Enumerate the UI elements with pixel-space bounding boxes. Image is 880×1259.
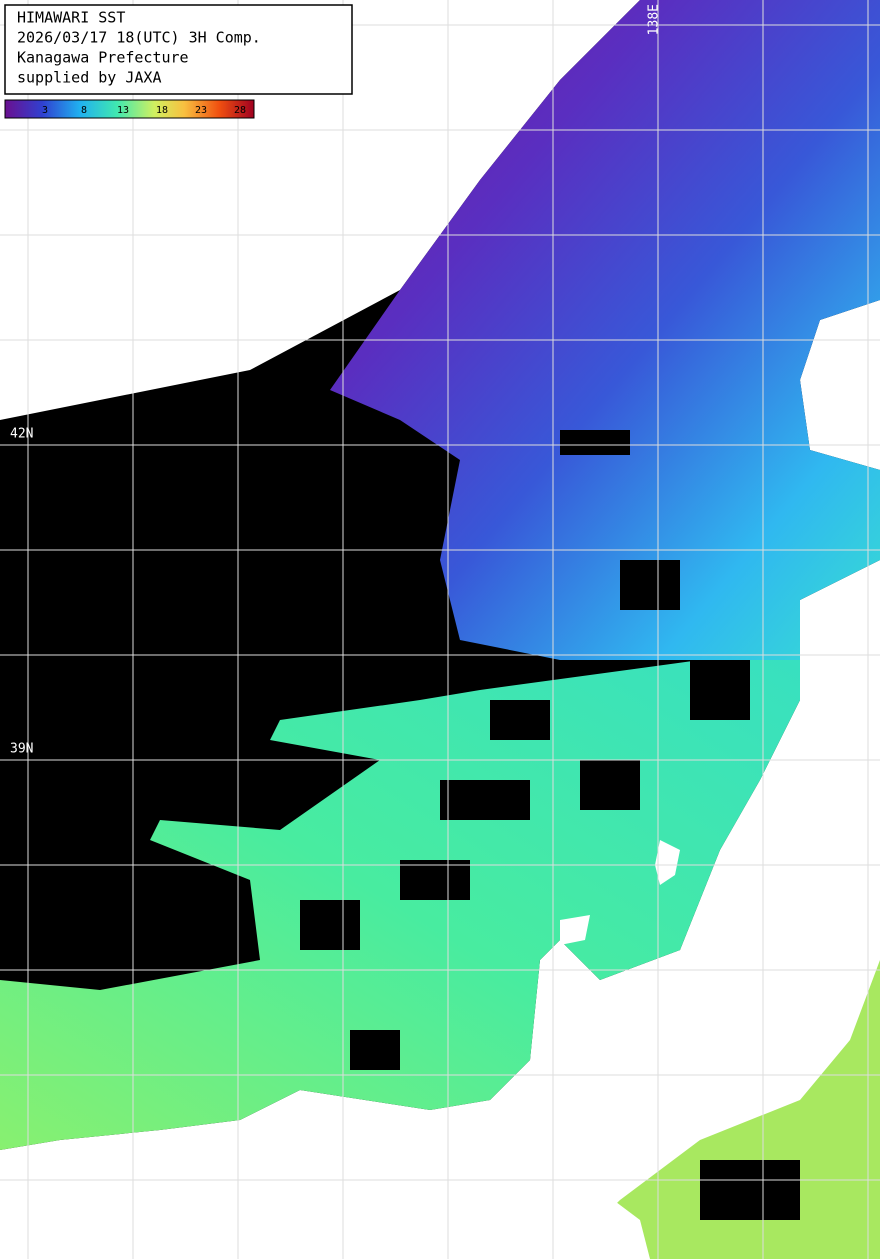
colorbar-tick: 8 bbox=[81, 105, 87, 116]
cloud bbox=[690, 660, 750, 720]
cloud bbox=[620, 560, 680, 610]
cloud-patches bbox=[300, 430, 800, 1220]
land bbox=[560, 915, 590, 945]
colorbar-tick: 18 bbox=[156, 105, 168, 116]
colorbar-tick: 28 bbox=[234, 105, 246, 116]
colorbar-tick: 13 bbox=[117, 105, 129, 116]
legend-line: 2026/03/17 18(UTC) 3H Comp. bbox=[17, 29, 261, 47]
colorbar-tick: 23 bbox=[195, 105, 207, 116]
cloud bbox=[350, 1030, 400, 1070]
cloud bbox=[490, 700, 550, 740]
coordinate-labels: 42N 39N 138E bbox=[10, 4, 662, 757]
legend: HIMAWARI SST 2026/03/17 18(UTC) 3H Comp. K… bbox=[17, 9, 261, 87]
cloud bbox=[700, 1160, 800, 1220]
longitude-label: 138E bbox=[647, 4, 662, 35]
latitude-label: 42N bbox=[10, 427, 33, 442]
colorbar-ticks: 3 8 13 18 23 28 bbox=[42, 105, 246, 116]
land bbox=[520, 1180, 650, 1259]
colorbar bbox=[4, 99, 255, 119]
cloud bbox=[580, 760, 640, 810]
cloud bbox=[440, 780, 530, 820]
legend-line: Kanagawa Prefecture bbox=[17, 49, 189, 67]
cloud bbox=[300, 900, 360, 950]
land bbox=[655, 840, 680, 885]
cloud bbox=[400, 860, 470, 900]
legend-box bbox=[4, 4, 353, 95]
colorbar-tick: 3 bbox=[42, 105, 48, 116]
legend-line: supplied by JAXA bbox=[17, 69, 162, 87]
cold-water bbox=[330, 0, 880, 660]
latitude-label: 39N bbox=[10, 742, 33, 757]
legend-line: HIMAWARI SST bbox=[17, 9, 125, 27]
cloud bbox=[560, 430, 630, 455]
